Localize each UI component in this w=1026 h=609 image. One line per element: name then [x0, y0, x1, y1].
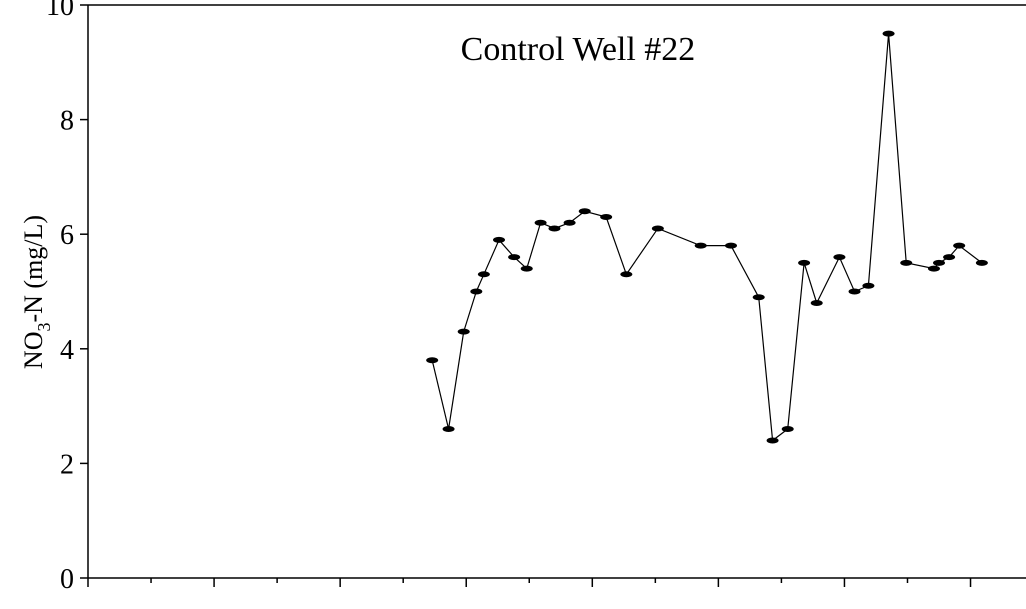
- data-point: [651, 225, 664, 232]
- data-point: [600, 214, 613, 221]
- data-point: [477, 271, 490, 278]
- data-point: [833, 254, 846, 261]
- data-point: [426, 357, 439, 364]
- data-point: [766, 437, 779, 444]
- data-point: [457, 328, 470, 335]
- data-point: [798, 259, 811, 266]
- data-point: [862, 282, 875, 289]
- y-label-part: -N (mg/L): [19, 215, 48, 323]
- data-point: [578, 208, 591, 215]
- y-axis-label: NO3-N (mg/L): [19, 215, 54, 369]
- data-point: [848, 288, 861, 295]
- y-tick-label: 0: [60, 564, 74, 595]
- data-point: [927, 265, 940, 272]
- data-point: [953, 242, 966, 249]
- chart-title: Control Well #22: [461, 31, 696, 68]
- data-point: [933, 259, 946, 266]
- data-point: [882, 30, 895, 37]
- data-point: [548, 225, 561, 232]
- y-label-sub: 3: [34, 323, 54, 332]
- y-tick-label: 2: [60, 449, 74, 480]
- data-point: [534, 219, 547, 226]
- y-tick-label: 8: [60, 106, 74, 137]
- data-point: [508, 254, 521, 261]
- y-tick-label: 10: [46, 0, 74, 22]
- y-label-part: NO: [19, 332, 48, 370]
- data-line: [431, 33, 983, 442]
- data-point: [810, 299, 823, 306]
- data-point: [520, 265, 533, 272]
- y-tick-label: 4: [60, 335, 74, 366]
- data-point: [493, 236, 506, 243]
- data-point: [470, 288, 483, 295]
- data-point: [694, 242, 707, 249]
- data-point: [563, 219, 576, 226]
- data-point: [975, 259, 988, 266]
- y-tick-label: 6: [60, 220, 74, 251]
- data-point: [752, 294, 765, 301]
- data-point: [943, 254, 956, 261]
- data-point: [781, 426, 794, 433]
- data-point: [900, 259, 913, 266]
- data-point: [620, 271, 633, 278]
- data-point: [442, 426, 455, 433]
- data-point: [724, 242, 737, 249]
